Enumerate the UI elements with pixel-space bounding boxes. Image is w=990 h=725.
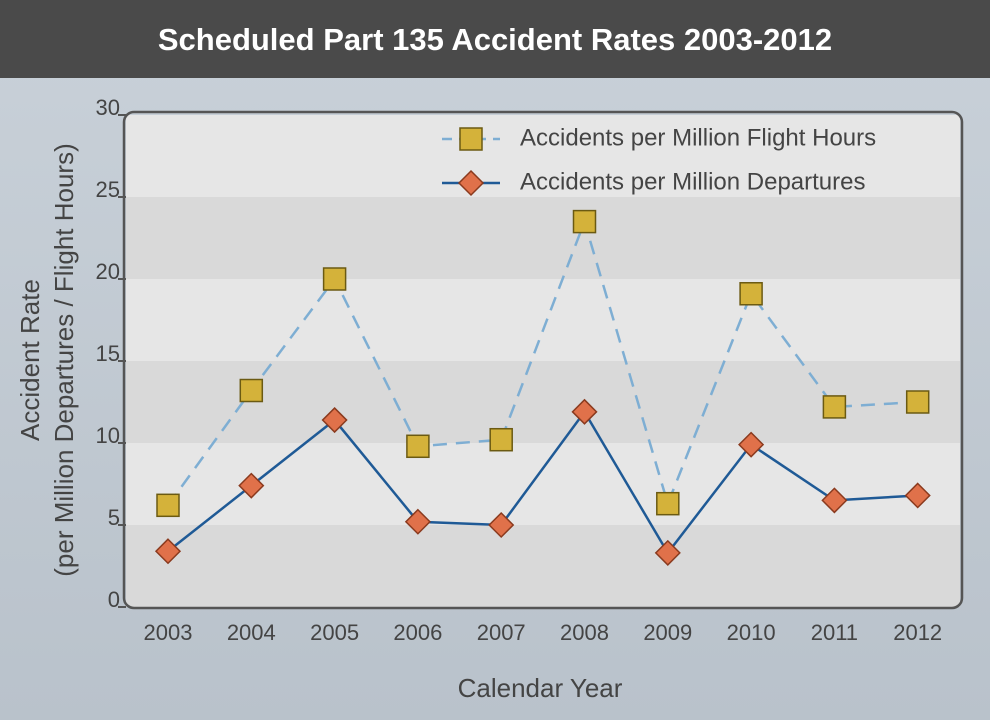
marker bbox=[654, 539, 681, 566]
marker bbox=[571, 398, 598, 425]
x-tick-label: 2009 bbox=[643, 620, 692, 645]
marker bbox=[488, 511, 515, 539]
x-tick-label: 2003 bbox=[144, 620, 193, 645]
legend-marker bbox=[459, 127, 483, 151]
y-axis-label: Accident Rate bbox=[15, 279, 45, 441]
y-tick-label: 0 bbox=[108, 587, 120, 612]
plot-area bbox=[122, 110, 964, 610]
marker bbox=[154, 538, 182, 565]
marker bbox=[156, 493, 180, 518]
series-line bbox=[166, 217, 918, 508]
legend-label: Accidents per Million Departures bbox=[520, 168, 865, 195]
grid-band bbox=[126, 361, 960, 443]
x-tick-label: 2011 bbox=[811, 620, 858, 645]
y-tick-label: 25 bbox=[96, 177, 120, 202]
marker bbox=[821, 487, 848, 514]
x-tick-label: 2010 bbox=[727, 620, 776, 645]
marker bbox=[321, 406, 348, 434]
x-tick-label: 2012 bbox=[893, 620, 942, 645]
x-tick-label: 2006 bbox=[393, 620, 442, 645]
x-tick-label: 2008 bbox=[560, 620, 609, 645]
x-axis-label: Calendar Year bbox=[458, 673, 623, 703]
marker bbox=[238, 472, 265, 499]
grid-band bbox=[126, 115, 960, 197]
y-tick-label: 15 bbox=[96, 341, 120, 366]
chart-title: Scheduled Part 135 Accident Rates 2003-2… bbox=[158, 22, 832, 57]
x-tick-label: 2005 bbox=[310, 620, 359, 645]
legend-marker bbox=[457, 169, 485, 197]
y-tick-label: 10 bbox=[96, 423, 120, 448]
marker bbox=[739, 282, 763, 306]
grid-band bbox=[126, 443, 960, 525]
marker bbox=[406, 434, 430, 459]
grid-band bbox=[126, 525, 960, 607]
marker bbox=[738, 431, 765, 458]
marker bbox=[904, 482, 931, 509]
y-tick-label: 5 bbox=[108, 505, 120, 530]
grid-band bbox=[126, 197, 960, 279]
y-tick-label: 20 bbox=[96, 259, 120, 284]
legend-label: Accidents per Million Flight Hours bbox=[520, 124, 876, 151]
series-line bbox=[167, 409, 918, 556]
marker bbox=[905, 390, 930, 414]
marker bbox=[239, 378, 264, 403]
marker bbox=[572, 209, 597, 234]
marker bbox=[404, 508, 431, 535]
title-bar bbox=[0, 0, 990, 78]
x-tick-label: 2007 bbox=[477, 620, 526, 645]
marker bbox=[322, 267, 347, 291]
marker bbox=[656, 491, 680, 516]
marker bbox=[822, 395, 847, 419]
y-tick-label: 30 bbox=[96, 95, 120, 120]
y-axis-label: (per Million Departures / Flight Hours) bbox=[49, 143, 79, 576]
marker bbox=[489, 427, 513, 452]
grid-band bbox=[126, 279, 960, 361]
x-tick-label: 2004 bbox=[227, 620, 276, 645]
